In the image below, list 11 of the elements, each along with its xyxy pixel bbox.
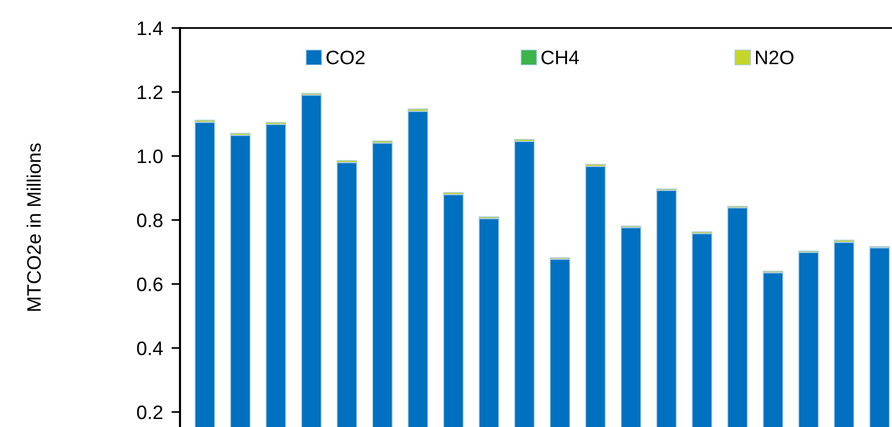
y-tick-label: 1.4 [138,22,163,36]
y-tick-label: 0.2 [137,405,162,420]
y-tick-label: 1.2 [138,85,162,100]
y-tick-label: 0.8 [137,213,162,228]
y-tick-label: 1.0 [138,149,163,164]
legend-label: CO2 [326,50,365,64]
y-axis-title: MTCO2e in Millions [26,143,41,311]
legend-label: CH4 [542,50,579,64]
y-tick-label: 0.4 [137,341,163,356]
legend-label: N2O [756,50,794,64]
y-tick-label: 0.6 [137,277,162,292]
